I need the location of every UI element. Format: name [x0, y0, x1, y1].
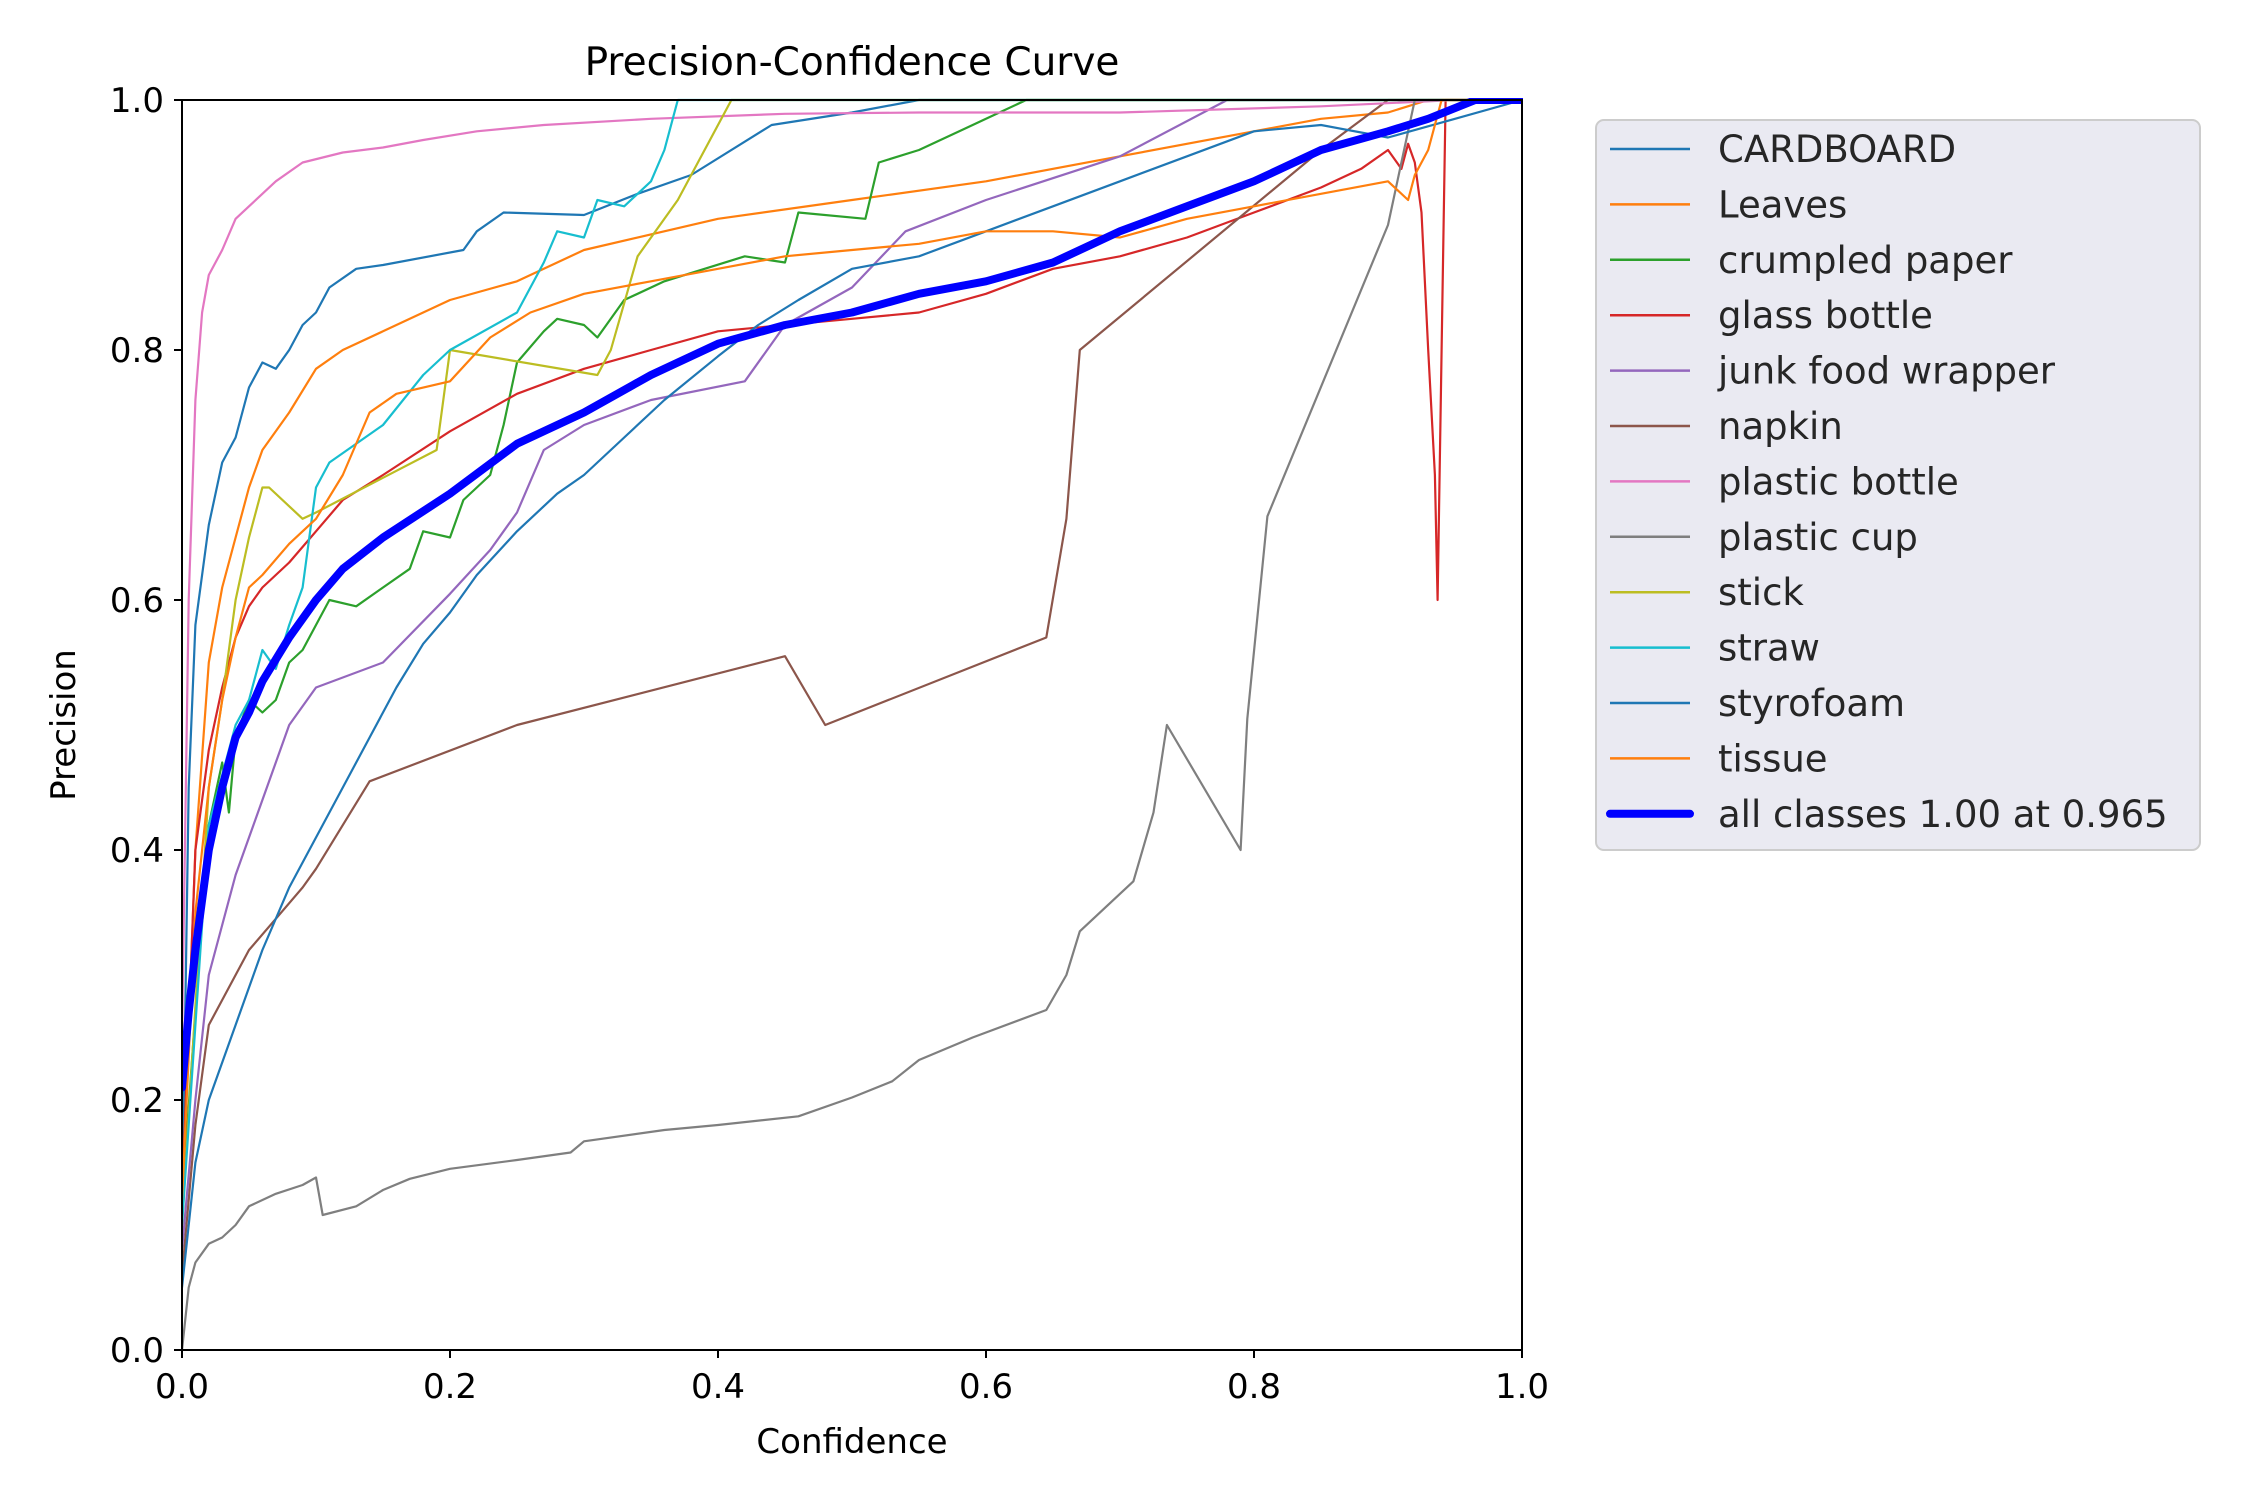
legend: CARDBOARD Leaves crumpled paper glass bottl…: [1595, 119, 2201, 851]
y-tick-label-2: 0.4: [110, 831, 164, 871]
legend-label-12: all classes 1.00 at 0.965: [1718, 793, 2168, 836]
series-line-9: [182, 98, 1523, 1227]
legend-label-5: napkin: [1718, 405, 1843, 448]
series-line-8: [182, 98, 1523, 1227]
y-axis-label: Precision: [44, 649, 84, 801]
series-line-2: [182, 98, 1523, 1202]
legend-label-0: CARDBOARD: [1718, 128, 1956, 171]
y-tick-label-1: 0.2: [110, 1081, 164, 1121]
x-tick-label-5: 1.0: [1495, 1367, 1549, 1407]
legend-label-9: straw: [1718, 627, 1820, 670]
x-tick-label-4: 0.8: [1227, 1367, 1281, 1407]
series-lines: [182, 98, 1523, 1351]
series-line-4: [182, 98, 1523, 1252]
series-line-12: [182, 98, 1523, 1092]
series-line-1: [182, 98, 1523, 1202]
legend-label-4: junk food wrapper: [1717, 350, 2056, 393]
legend-label-2: crumpled paper: [1718, 239, 2013, 282]
legend-box: [1595, 119, 2201, 851]
y-tick-label-5: 1.0: [110, 81, 164, 121]
series-line-11: [182, 98, 1523, 1202]
chart-title: Precision-Confidence Curve: [585, 40, 1120, 85]
y-tick-label-0: 0.0: [110, 1331, 164, 1371]
legend-label-1: Leaves: [1718, 183, 1847, 226]
y-tick-label-3: 0.6: [110, 581, 164, 621]
legend-label-7: plastic cup: [1718, 516, 1918, 559]
legend-label-10: styrofoam: [1718, 682, 1905, 725]
x-axis-label: Confidence: [756, 1422, 947, 1462]
legend-label-8: stick: [1718, 571, 1804, 614]
series-line-10: [182, 98, 1523, 1289]
y-tick-label-4: 0.8: [110, 331, 164, 371]
axis-ticks: 0.0 0.2 0.4 0.6 0.8 1.0 0.0 0.2 0.4 0.6 0.8 1.0: [110, 81, 1549, 1407]
x-tick-label-0: 0.0: [155, 1367, 209, 1407]
plot-frame: [181, 99, 1523, 1351]
legend-label-3: glass bottle: [1718, 294, 1933, 337]
legend-label-11: tissue: [1718, 737, 1828, 780]
legend-label-6: plastic bottle: [1718, 460, 1959, 503]
x-tick-label-2: 0.4: [691, 1367, 745, 1407]
x-tick-label-3: 0.6: [959, 1367, 1013, 1407]
series-line-5: [182, 98, 1523, 1277]
series-line-6: [182, 98, 1523, 1039]
series-line-3: [182, 98, 1523, 1202]
x-tick-label-1: 0.2: [423, 1367, 477, 1407]
series-line-7: [182, 98, 1523, 1351]
